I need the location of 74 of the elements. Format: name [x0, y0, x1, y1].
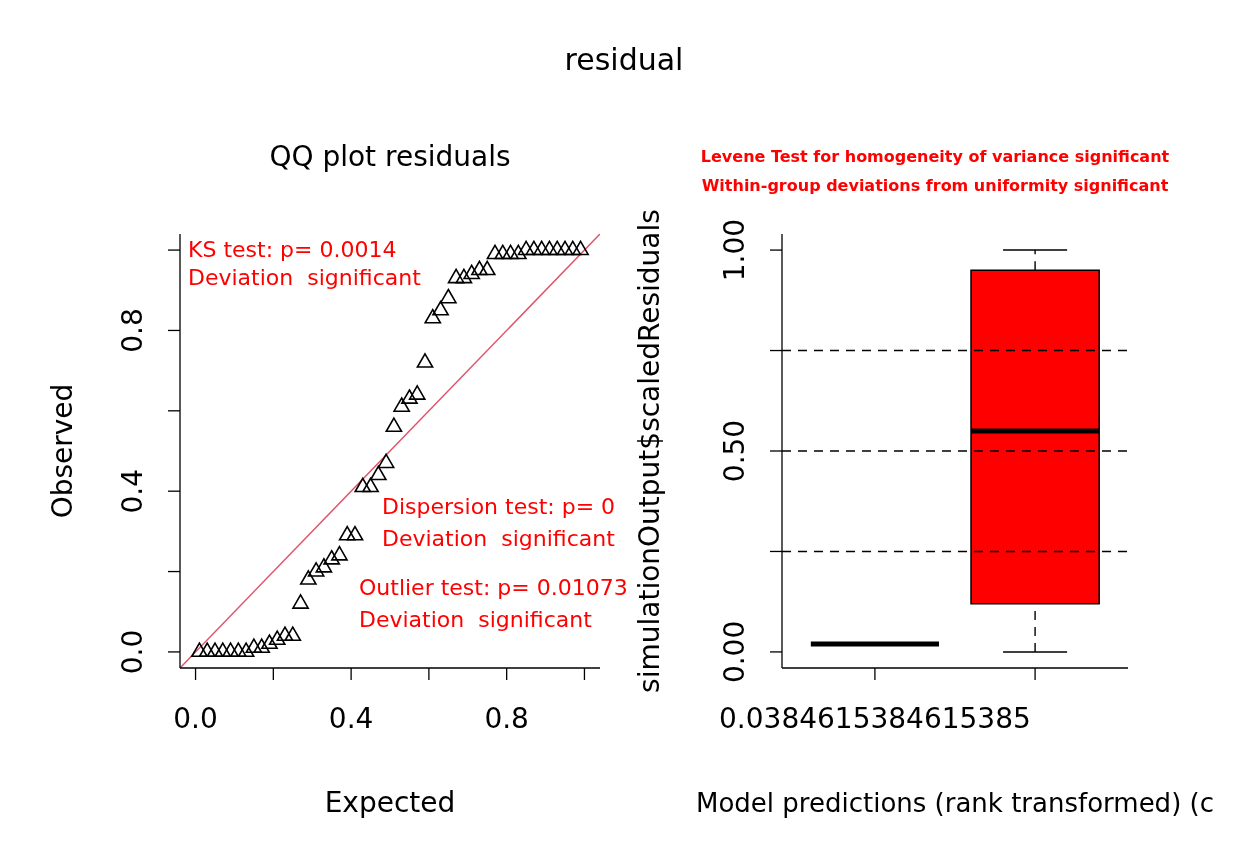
- annotation: KS test: p= 0.0014: [188, 237, 397, 263]
- point: [525, 240, 543, 256]
- point: [486, 244, 504, 260]
- point: [455, 268, 473, 284]
- x-axis-title: Expected: [324, 786, 456, 820]
- x-axis-title: Model predictions (rank transformed) (c: [696, 787, 1214, 820]
- y-axis-title: simulationOutput$scaledResiduals: [633, 209, 667, 693]
- point: [362, 477, 379, 493]
- point: [564, 240, 582, 256]
- point: [245, 638, 263, 654]
- point: [354, 477, 372, 493]
- chart-title: Levene Test for homogeneity of variance significant: [700, 146, 1170, 168]
- point: [206, 642, 224, 658]
- point: [346, 525, 364, 541]
- x-tick-label: 0.8: [484, 702, 529, 735]
- point: [393, 397, 411, 412]
- point: [509, 244, 527, 260]
- point: [315, 557, 333, 573]
- point: [237, 642, 255, 658]
- point: [191, 642, 208, 658]
- point: [292, 594, 309, 609]
- point: [276, 626, 294, 642]
- point: [432, 300, 449, 316]
- point: [369, 465, 387, 481]
- point: [463, 264, 481, 280]
- point: [502, 244, 519, 260]
- point: [307, 561, 325, 577]
- point: [556, 240, 574, 256]
- annotation: Deviation significant: [382, 526, 615, 552]
- point: [377, 453, 395, 469]
- annotation: Deviation significant: [188, 265, 421, 291]
- point: [548, 240, 566, 256]
- x-tick-label: 0.0: [173, 702, 218, 735]
- point: [572, 240, 589, 256]
- point: [408, 385, 426, 400]
- y-tick-label: 1.00: [718, 218, 751, 282]
- chart-subtitle: Within-group deviations from uniformity significant: [701, 175, 1169, 197]
- annotation: Deviation significant: [359, 607, 592, 633]
- point: [494, 244, 512, 260]
- point: [439, 288, 457, 304]
- point: [284, 626, 302, 642]
- chart-title: QQ plot residuals: [269, 140, 511, 174]
- x-tick-label: 0.0384615384615385: [719, 702, 1031, 735]
- point: [222, 642, 239, 658]
- point: [338, 525, 356, 541]
- point: [533, 240, 551, 256]
- point: [214, 642, 232, 658]
- point: [331, 545, 348, 561]
- y-tick-label: 0.8: [116, 308, 149, 353]
- point: [385, 417, 403, 433]
- annotation: Outlier test: p= 0.01073: [359, 575, 628, 601]
- text: residual: [564, 42, 684, 77]
- x-tick-label: 0.4: [328, 702, 374, 735]
- point: [517, 240, 535, 256]
- point: [401, 389, 418, 404]
- point: [541, 240, 558, 256]
- point: [253, 638, 271, 654]
- y-tick-label: 0.00: [718, 620, 751, 684]
- y-tick-label: 0.50: [718, 419, 751, 483]
- point: [424, 308, 442, 324]
- y-tick-label: 0.4: [116, 468, 149, 514]
- point: [471, 260, 488, 276]
- point: [299, 570, 317, 585]
- point: [229, 642, 247, 658]
- point: [261, 634, 278, 650]
- annotation: Dispersion test: p= 0: [382, 494, 616, 520]
- point: [416, 353, 434, 368]
- point: [478, 260, 496, 276]
- point: [323, 549, 341, 565]
- point: [268, 630, 286, 646]
- y-tick-label: 0.0: [116, 629, 149, 675]
- point: [198, 642, 216, 658]
- point: [447, 268, 465, 284]
- y-axis-title: Observed: [46, 383, 80, 519]
